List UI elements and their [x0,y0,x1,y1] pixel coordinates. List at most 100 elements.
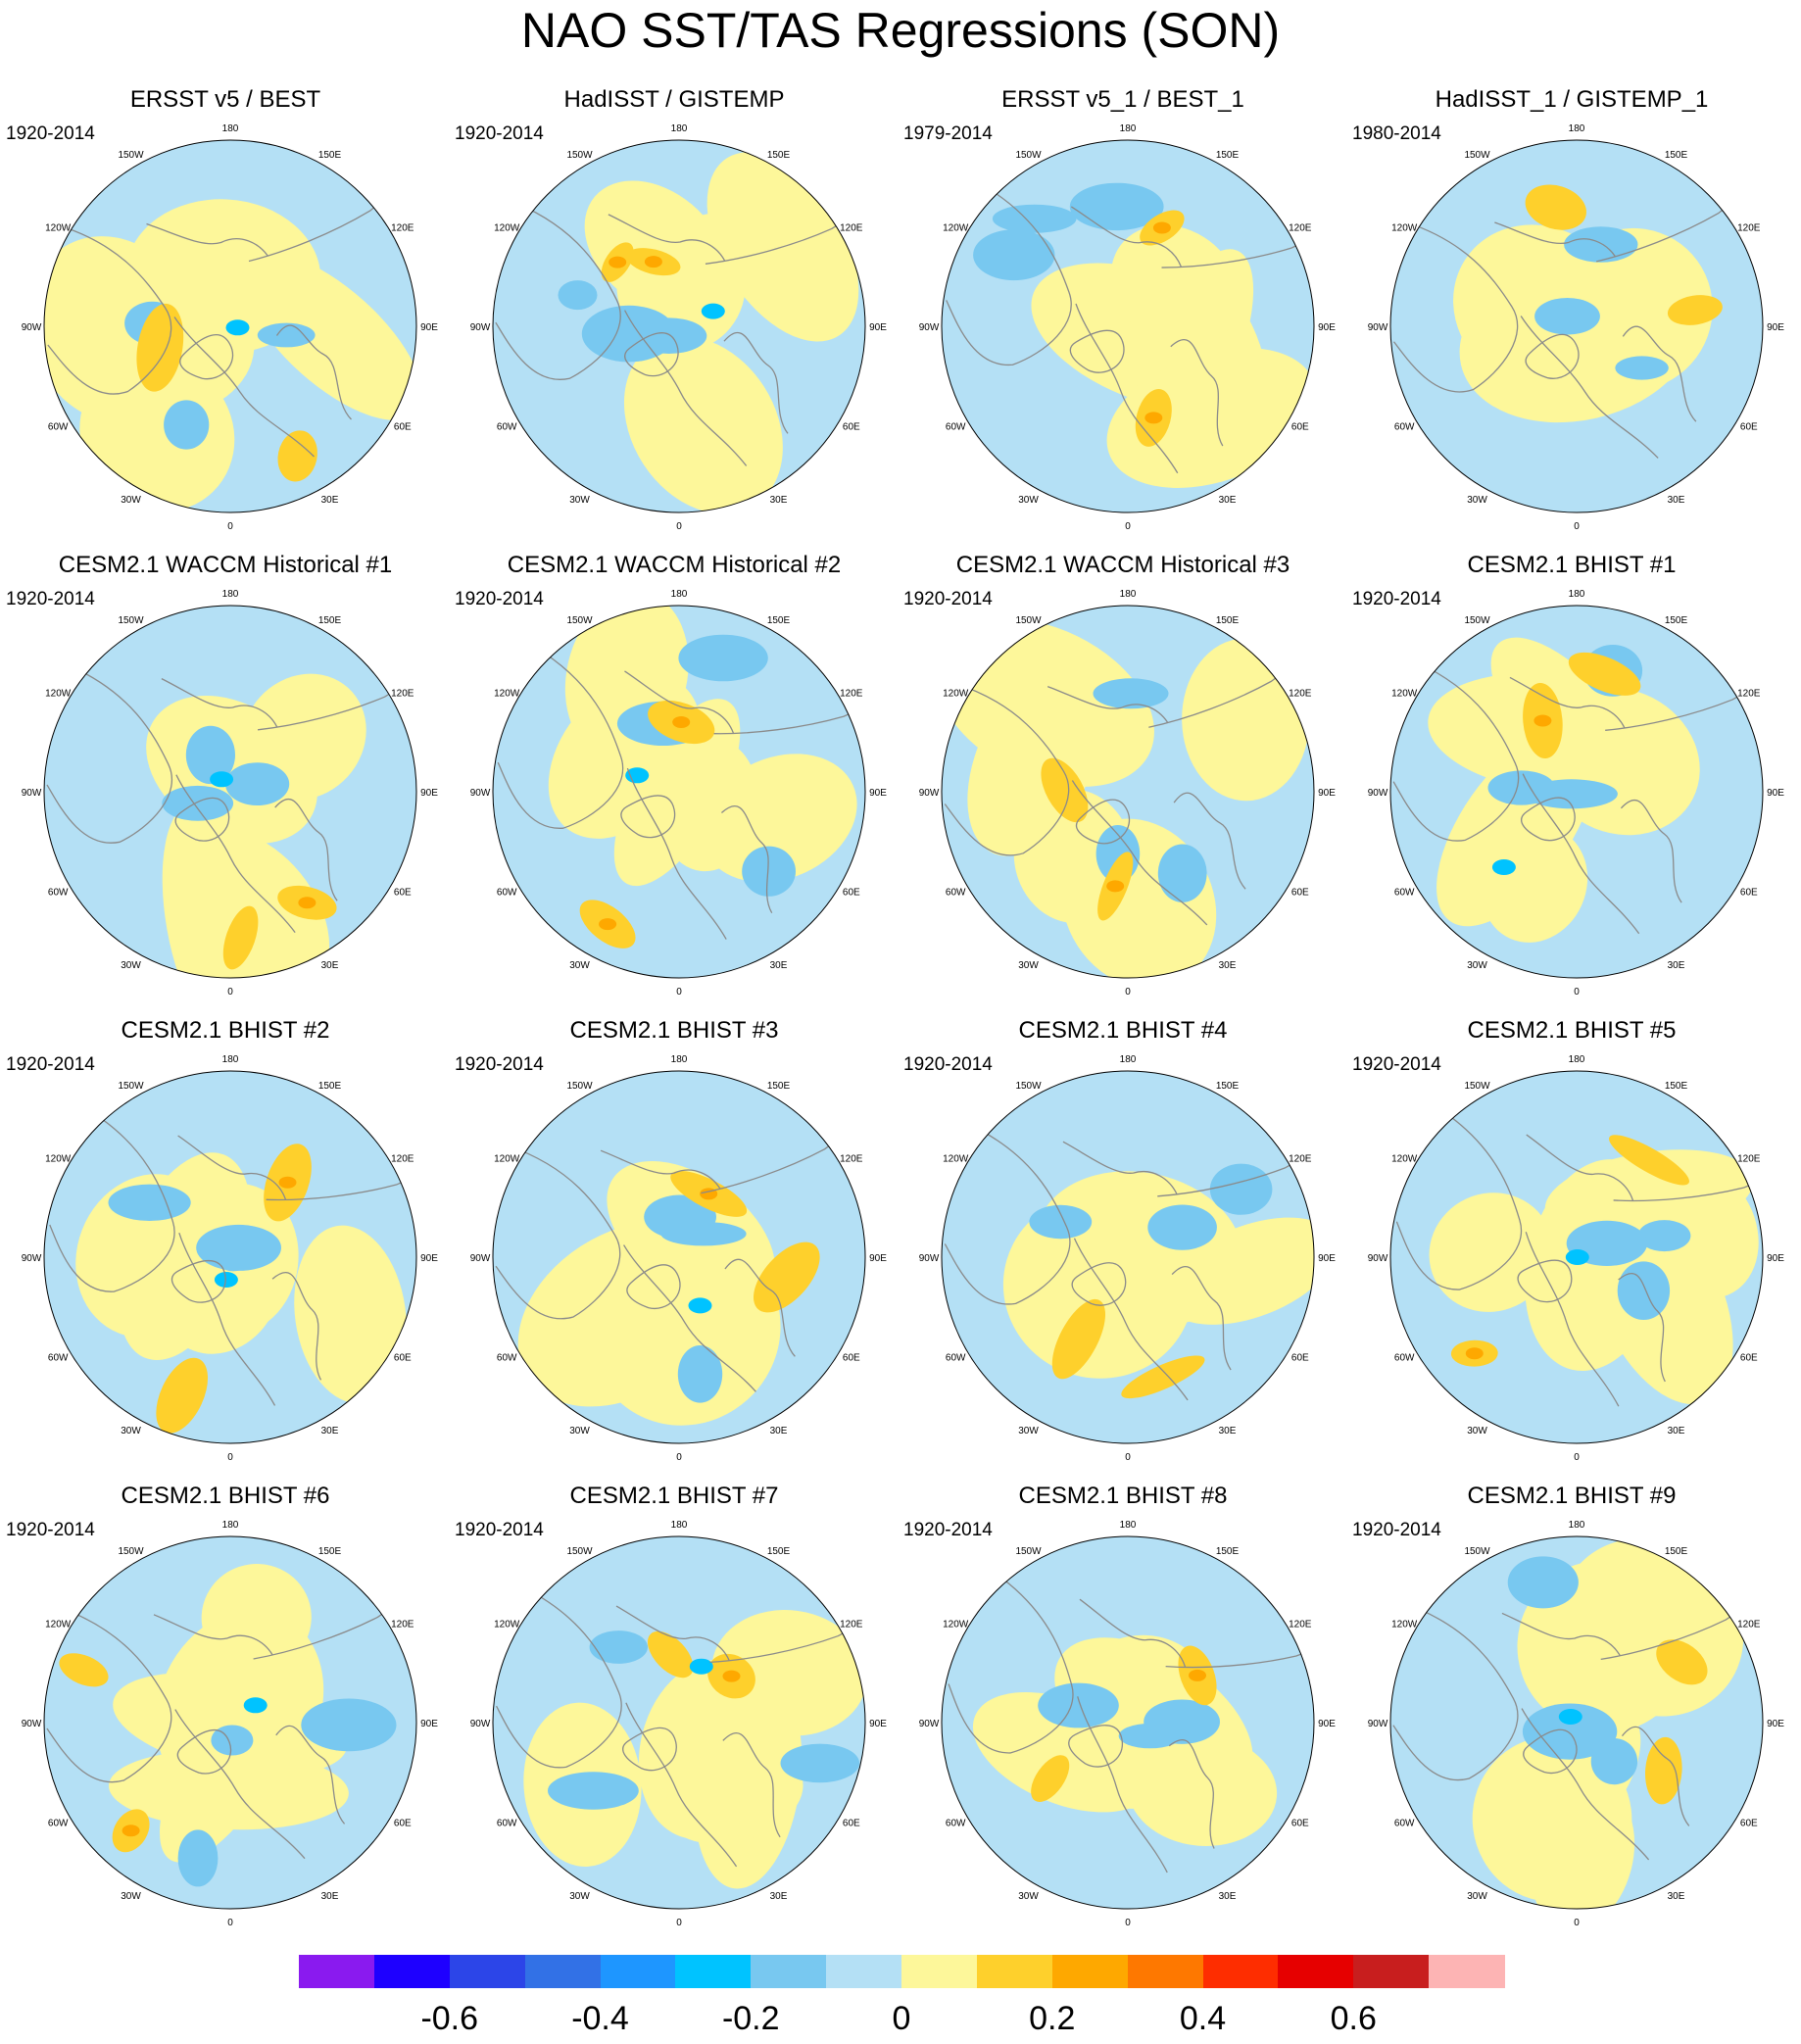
map-panel: CESM2.1 BHIST #5 1920-2014 180 150E 120E 90E 6… [1346,1017,1797,1483]
longitude-label: 150E [1665,1081,1688,1092]
longitude-label: 120W [1391,689,1418,700]
panel-title: CESM2.1 BHIST #1 [1467,552,1677,578]
longitude-label: 120W [943,1620,969,1630]
longitude-label: 120E [391,1620,414,1630]
longitude-label: 60W [946,1819,966,1829]
longitude-label: 120E [1737,223,1761,234]
longitude-label: 90W [919,788,940,799]
longitude-label: 180 [671,589,688,600]
longitude-label: 30W [1467,495,1487,506]
longitude-label: 120E [1737,1154,1761,1165]
longitude-label: 120E [391,223,414,234]
polar-map: 180 150E 120E 90E 60E 30E 0 30W 60W 90W 120W 150W [470,589,888,998]
panel-title: CESM2.1 WACCM Historical #3 [955,552,1290,578]
polar-map: 180 150E 120E 90E 60E 30E 0 30W 60W 90W 120W 150W [22,1054,439,1463]
polar-map: 180 150E 120E 90E 60E 30E 0 30W 60W 90W 120W 150W [22,589,439,998]
longitude-label: 90E [420,1719,438,1729]
panel-period: 1920-2014 [6,1054,95,1075]
colorbar-swatch [751,1955,827,1988]
polar-map: 180 150E 120E 90E 60E 30E 0 30W 60W 90W 120W 150W [1368,1520,1785,1928]
longitude-label: 60E [394,1819,412,1829]
longitude-label: 150E [1216,615,1240,626]
polar-map: 180 150E 120E 90E 60E 30E 0 30W 60W 90W 120W 150W [470,1054,888,1463]
longitude-label: 120W [494,223,520,234]
colorbar-tick-label: 0.6 [1330,2000,1377,2037]
panel-period: 1920-2014 [903,1054,993,1075]
panel-title: ERSST v5 / BEST [129,86,321,113]
polar-map: 180 150E 120E 90E 60E 30E 0 30W 60W 90W 120W 150W [22,1520,439,1928]
colorbar-tick-label: 0 [892,2000,911,2037]
longitude-label: 120E [840,1620,863,1630]
panel-title: HadISST_1 / GISTEMP_1 [1435,86,1709,113]
longitude-label: 30W [121,1891,141,1902]
longitude-label: 90E [869,322,887,333]
longitude-label: 120W [1391,223,1418,234]
longitude-label: 60W [1394,1819,1415,1829]
longitude-label: 150W [566,1546,593,1557]
panel-period: 1920-2014 [455,589,544,609]
colorbar-swatch [1353,1955,1430,1988]
longitude-label: 90E [1318,788,1336,799]
colorbar-swatch [826,1955,902,1988]
longitude-label: 30W [1467,1891,1487,1902]
longitude-label: 90E [420,322,438,333]
longitude-label: 150W [1015,1081,1042,1092]
colorbar-swatch [1278,1955,1354,1988]
longitude-label: 60E [1740,422,1758,433]
longitude-label: 90E [869,788,887,799]
panel-period: 1979-2014 [903,123,993,144]
panel-period: 1920-2014 [1352,589,1441,609]
polar-map: 180 150E 120E 90E 60E 30E 0 30W 60W 90W 120W 150W [22,123,439,532]
longitude-label: 30E [770,1426,788,1436]
longitude-label: 90E [1318,322,1336,333]
longitude-label: 60E [1740,888,1758,899]
longitude-label: 90W [1368,788,1388,799]
longitude-label: 150E [767,150,791,161]
panel-period: 1920-2014 [1352,1054,1441,1075]
longitude-label: 150W [118,150,144,161]
panel-period: 1980-2014 [1352,123,1441,144]
longitude-label: 30E [1219,1426,1237,1436]
panel-title: CESM2.1 WACCM Historical #2 [507,552,842,578]
colorbar-swatch [1127,1955,1203,1988]
longitude-label: 60E [1291,1819,1309,1829]
panel-title: CESM2.1 BHIST #2 [121,1017,330,1044]
longitude-label: 150W [118,615,144,626]
longitude-label: 60E [843,422,860,433]
longitude-label: 0 [676,1918,682,1928]
longitude-label: 60E [1740,1353,1758,1364]
longitude-label: 60E [1291,888,1309,899]
longitude-label: 150W [1464,1081,1490,1092]
longitude-label: 30W [1467,1426,1487,1436]
colorbar-tick-label: 0.4 [1179,2000,1227,2037]
panel-title: CESM2.1 BHIST #4 [1018,1017,1228,1044]
panel-title: CESM2.1 BHIST #5 [1467,1017,1677,1044]
longitude-label: 150W [118,1081,144,1092]
panel-title: CESM2.1 BHIST #6 [121,1483,330,1509]
longitude-label: 90E [869,1253,887,1264]
longitude-label: 120E [840,1154,863,1165]
longitude-label: 30E [1219,960,1237,971]
longitude-label: 180 [1120,1054,1137,1065]
map-panel: CESM2.1 BHIST #2 1920-2014 180 150E 120E 90E 6… [0,1017,451,1483]
longitude-label: 150E [1216,150,1240,161]
longitude-label: 150W [118,1546,144,1557]
longitude-label: 0 [1574,1452,1580,1463]
colorbar-swatch [675,1955,752,1988]
longitude-label: 0 [1574,1918,1580,1928]
longitude-label: 60W [48,888,69,899]
longitude-label: 180 [1120,589,1137,600]
longitude-label: 30W [569,495,590,506]
longitude-label: 120E [391,1154,414,1165]
longitude-label: 120W [1391,1154,1418,1165]
map-panel: CESM2.1 BHIST #8 1920-2014 180 150E 120E 90E 6… [898,1483,1348,1948]
polar-map: 180 150E 120E 90E 60E 30E 0 30W 60W 90W 120W 150W [919,589,1337,998]
longitude-label: 0 [1574,521,1580,532]
longitude-label: 90E [1318,1719,1336,1729]
longitude-label: 120E [391,689,414,700]
longitude-label: 30E [1219,1891,1237,1902]
longitude-label: 30W [121,1426,141,1436]
longitude-label: 150E [318,150,342,161]
colorbar-swatch [299,1955,375,1988]
